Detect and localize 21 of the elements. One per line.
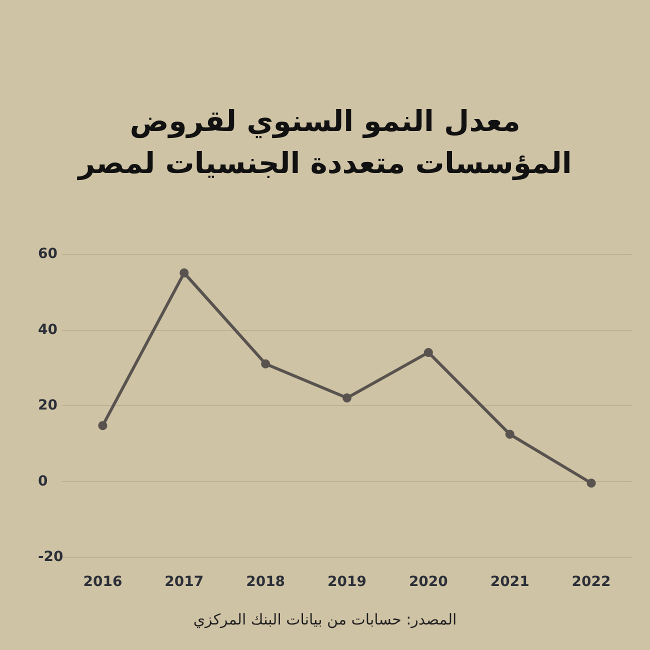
x-tick-label: 2017	[164, 574, 204, 590]
text: المصدر: حسابات من بيانات البنك المركزي	[193, 610, 457, 628]
x-tick-label: 2018	[246, 574, 286, 590]
point	[98, 421, 108, 430]
x-tick-label: 2022	[572, 574, 611, 590]
point	[180, 268, 189, 278]
point	[586, 478, 596, 488]
point	[342, 393, 352, 402]
x-tick-label: 2020	[408, 574, 448, 590]
y-tick-label: 20	[38, 398, 58, 414]
y-tick-label: -20	[38, 549, 64, 565]
point	[424, 348, 433, 357]
x-tick-label: 2016	[83, 574, 122, 590]
x-tick-label: 2021	[490, 574, 530, 590]
chart-title: معدل النمو السنوي لقروض المؤسسات متعددة الجنسيات لمصر	[76, 104, 572, 181]
y-tick-label: 0	[38, 473, 48, 490]
x-tick-label: 2019	[328, 574, 366, 590]
y-tick-label: 60	[38, 246, 58, 262]
point	[261, 359, 270, 368]
point	[505, 430, 514, 439]
y-tick-label: 40	[38, 322, 58, 338]
